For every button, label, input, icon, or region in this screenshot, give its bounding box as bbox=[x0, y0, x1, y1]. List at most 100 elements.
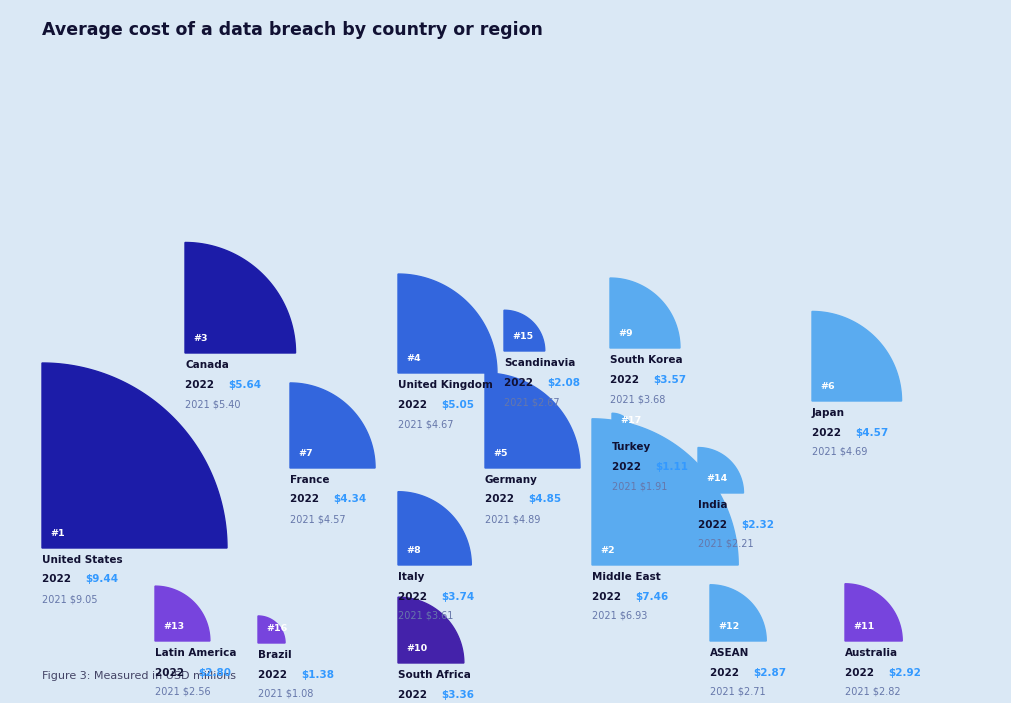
Text: Middle East: Middle East bbox=[591, 572, 660, 582]
Polygon shape bbox=[710, 585, 765, 641]
Text: United States: United States bbox=[42, 555, 122, 565]
Text: Scandinavia: Scandinavia bbox=[503, 358, 575, 368]
Text: 2022: 2022 bbox=[397, 399, 431, 410]
Text: 2022: 2022 bbox=[844, 668, 877, 678]
Text: $2.80: $2.80 bbox=[198, 668, 231, 678]
Text: #6: #6 bbox=[819, 382, 834, 391]
Text: $9.44: $9.44 bbox=[85, 574, 118, 584]
Text: Figure 3: Measured in USD millions: Figure 3: Measured in USD millions bbox=[42, 671, 236, 681]
Text: #16: #16 bbox=[266, 624, 287, 633]
Text: #14: #14 bbox=[706, 474, 727, 483]
Text: Germany: Germany bbox=[484, 475, 537, 485]
Text: 2021 $5.40: 2021 $5.40 bbox=[185, 399, 241, 409]
Text: 2021 $4.69: 2021 $4.69 bbox=[811, 447, 866, 457]
Text: 2022: 2022 bbox=[258, 669, 290, 680]
Text: 2021 $4.89: 2021 $4.89 bbox=[484, 514, 540, 524]
Polygon shape bbox=[612, 413, 633, 435]
Text: Australia: Australia bbox=[844, 648, 897, 658]
Text: #7: #7 bbox=[297, 449, 312, 458]
Text: $3.57: $3.57 bbox=[652, 375, 685, 385]
Text: 2021 $2.21: 2021 $2.21 bbox=[698, 539, 753, 549]
Polygon shape bbox=[591, 419, 737, 565]
Text: 2021 $2.71: 2021 $2.71 bbox=[710, 687, 765, 697]
Text: $7.46: $7.46 bbox=[634, 591, 667, 602]
Polygon shape bbox=[610, 278, 679, 348]
Text: #17: #17 bbox=[620, 416, 641, 425]
Polygon shape bbox=[185, 243, 295, 353]
Text: 2022: 2022 bbox=[811, 427, 844, 437]
Text: $4.57: $4.57 bbox=[854, 427, 888, 437]
Text: Canada: Canada bbox=[185, 360, 228, 370]
Text: #2: #2 bbox=[600, 546, 614, 555]
Polygon shape bbox=[258, 616, 285, 643]
Text: 2022: 2022 bbox=[503, 378, 536, 387]
Text: India: India bbox=[698, 500, 727, 510]
Text: $5.64: $5.64 bbox=[227, 380, 261, 389]
Text: 2022: 2022 bbox=[484, 494, 517, 505]
Text: #10: #10 bbox=[405, 644, 427, 653]
Polygon shape bbox=[155, 586, 209, 641]
Text: 2022: 2022 bbox=[185, 380, 217, 389]
Text: $4.34: $4.34 bbox=[333, 494, 366, 505]
Text: Turkey: Turkey bbox=[612, 442, 651, 452]
Text: South Africa: South Africa bbox=[397, 670, 470, 680]
Text: France: France bbox=[290, 475, 330, 485]
Text: #12: #12 bbox=[717, 622, 738, 631]
Text: 2021 $6.93: 2021 $6.93 bbox=[591, 611, 647, 621]
Text: Brazil: Brazil bbox=[258, 650, 291, 660]
Text: 2022: 2022 bbox=[612, 461, 644, 472]
Polygon shape bbox=[698, 448, 743, 493]
Text: $1.11: $1.11 bbox=[654, 461, 687, 472]
Polygon shape bbox=[484, 373, 579, 468]
Polygon shape bbox=[397, 274, 496, 373]
Text: 2022: 2022 bbox=[155, 668, 187, 678]
Text: 2021 $1.08: 2021 $1.08 bbox=[258, 689, 313, 699]
Text: $3.74: $3.74 bbox=[441, 591, 474, 602]
Text: Japan: Japan bbox=[811, 408, 844, 418]
Text: #4: #4 bbox=[405, 354, 421, 363]
Polygon shape bbox=[290, 383, 375, 468]
Text: ASEAN: ASEAN bbox=[710, 648, 748, 658]
Text: Latin America: Latin America bbox=[155, 648, 237, 658]
Text: 2021 $3.61: 2021 $3.61 bbox=[397, 611, 453, 621]
Text: 2022: 2022 bbox=[397, 591, 431, 602]
Text: Italy: Italy bbox=[397, 572, 424, 582]
Text: 2021 $4.67: 2021 $4.67 bbox=[397, 419, 453, 429]
Text: #8: #8 bbox=[405, 546, 421, 555]
Text: 2022: 2022 bbox=[610, 375, 642, 385]
Polygon shape bbox=[811, 311, 901, 401]
Text: #5: #5 bbox=[492, 449, 507, 458]
Text: 2022: 2022 bbox=[42, 574, 75, 584]
Text: #13: #13 bbox=[163, 622, 184, 631]
Text: 2021 $1.91: 2021 $1.91 bbox=[612, 481, 666, 491]
Text: $2.87: $2.87 bbox=[752, 668, 786, 678]
Text: #11: #11 bbox=[852, 622, 874, 631]
Polygon shape bbox=[397, 491, 471, 565]
Text: $2.92: $2.92 bbox=[887, 668, 920, 678]
Text: $2.32: $2.32 bbox=[740, 520, 773, 529]
Text: 2021 $2.82: 2021 $2.82 bbox=[844, 687, 900, 697]
Text: 2021 $2.67: 2021 $2.67 bbox=[503, 397, 559, 407]
Text: 2021 $9.05: 2021 $9.05 bbox=[42, 594, 97, 604]
Text: $4.85: $4.85 bbox=[528, 494, 560, 505]
Text: $5.05: $5.05 bbox=[441, 399, 473, 410]
Text: Average cost of a data breach by country or region: Average cost of a data breach by country… bbox=[42, 21, 542, 39]
Text: South Korea: South Korea bbox=[610, 355, 682, 365]
Text: $2.08: $2.08 bbox=[547, 378, 579, 387]
Text: 2022: 2022 bbox=[290, 494, 323, 505]
Text: #9: #9 bbox=[618, 329, 632, 338]
Polygon shape bbox=[397, 597, 463, 663]
Text: $3.36: $3.36 bbox=[441, 690, 473, 699]
Polygon shape bbox=[503, 310, 544, 351]
Text: 2022: 2022 bbox=[698, 520, 730, 529]
Text: #1: #1 bbox=[50, 529, 65, 538]
Text: #15: #15 bbox=[512, 332, 533, 341]
Text: 2021 $2.56: 2021 $2.56 bbox=[155, 687, 210, 697]
Polygon shape bbox=[844, 583, 902, 641]
Text: 2022: 2022 bbox=[591, 591, 624, 602]
Polygon shape bbox=[42, 363, 226, 548]
Text: 2022: 2022 bbox=[397, 690, 431, 699]
Text: 2021 $4.57: 2021 $4.57 bbox=[290, 514, 346, 524]
Text: 2021 $3.68: 2021 $3.68 bbox=[610, 394, 664, 404]
Text: $1.38: $1.38 bbox=[300, 669, 334, 680]
